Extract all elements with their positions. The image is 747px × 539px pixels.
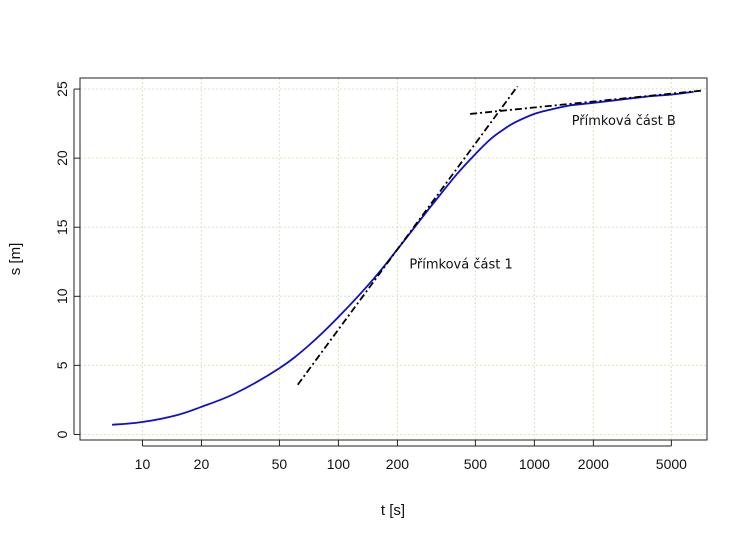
settlement-curve [112, 90, 694, 426]
annotation-label: Přímková část B [572, 114, 676, 129]
y-tick-label: 15 [54, 219, 70, 235]
y-axis: 0 5 10 15 20 25 [54, 81, 80, 438]
x-tick-label: 200 [386, 456, 410, 472]
x-tick-label: 50 [272, 456, 288, 472]
y-tick-label: 25 [54, 81, 70, 97]
x-axis: 10 20 50 100 200 500 1000 2000 5000 [135, 440, 687, 472]
y-tick-label: 0 [54, 430, 70, 438]
y-tick-label: 20 [54, 150, 70, 166]
plot-frame [79, 77, 708, 441]
x-tick-label: 2000 [578, 456, 609, 472]
x-tick-label: 500 [464, 456, 488, 472]
series-layer [112, 85, 704, 426]
x-tick-label: 5000 [656, 456, 687, 472]
y-axis-title: s [m] [7, 243, 24, 276]
x-tick-label: 20 [194, 456, 210, 472]
x-tick-label: 1000 [519, 456, 550, 472]
x-tick-label: 100 [327, 456, 351, 472]
annotations: Přímková část 1 Přímková část B [409, 114, 675, 273]
tangent-line [297, 85, 519, 386]
x-axis-title: t [s] [381, 502, 405, 519]
grid [80, 78, 707, 440]
y-tick-label: 10 [54, 288, 70, 304]
tangent-line [470, 89, 704, 115]
annotation-label: Přímková část 1 [409, 258, 512, 273]
x-tick-label: 10 [135, 456, 151, 472]
y-tick-label: 5 [54, 361, 70, 369]
